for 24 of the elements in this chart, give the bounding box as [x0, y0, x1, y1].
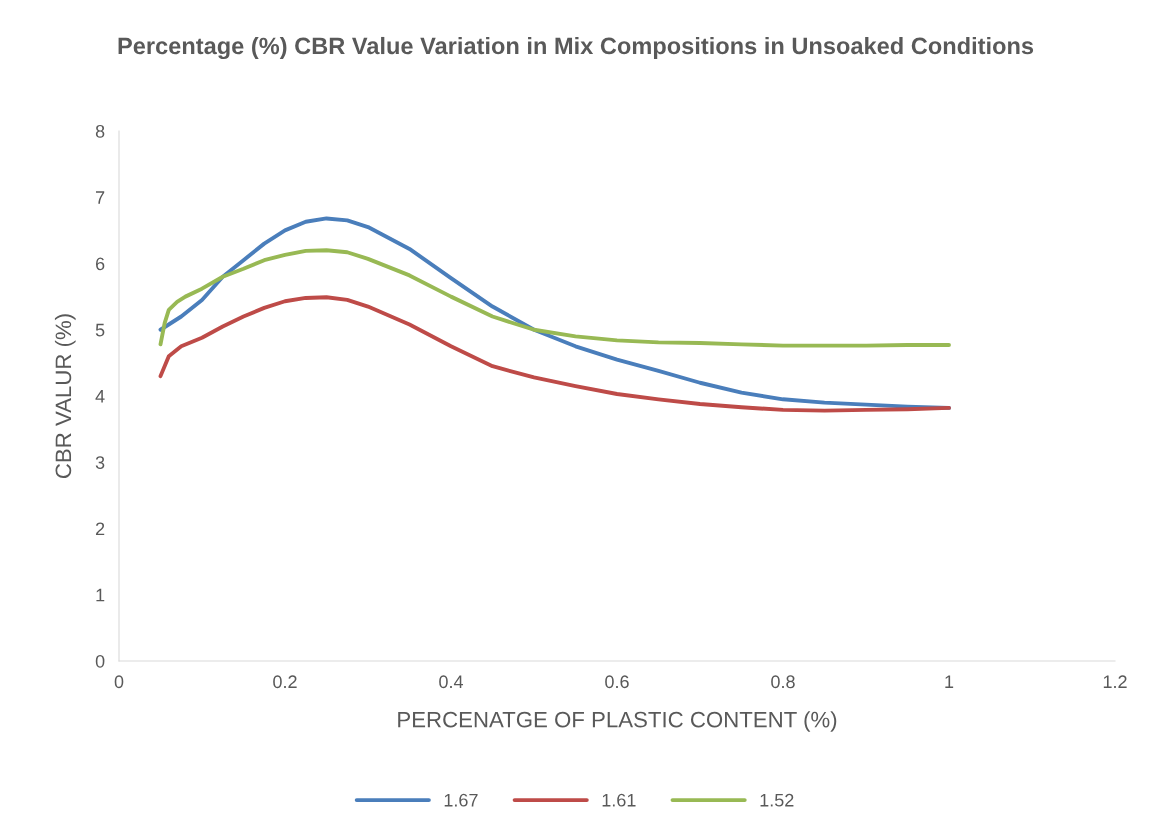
y-tick-label: 5	[95, 323, 105, 337]
y-axis-title: CBR VALUR (%)	[54, 314, 76, 479]
y-tick-label: 3	[95, 456, 105, 469]
x-axis-title: PERCENATGE OF PLASTIC CONTENT (%)	[398, 711, 837, 732]
x-tick-label: 0.6	[605, 675, 629, 689]
y-tick-label: 7	[96, 191, 105, 204]
x-tick-label: 0.8	[771, 675, 795, 689]
line-series	[158, 295, 951, 413]
legend-label: 1.52	[760, 793, 794, 807]
y-tick-label: 6	[95, 257, 105, 271]
legend-label: 1.67	[444, 793, 478, 807]
y-tick-label: 1	[96, 588, 105, 602]
y-tick-label: 0	[95, 654, 105, 668]
x-tick-label: 1.2	[1103, 675, 1127, 688]
y-tick-label: 4	[95, 390, 105, 403]
y-tick-label: 8	[95, 124, 105, 138]
x-tick-label: 0.2	[273, 675, 297, 689]
x-tick-label: 0.4	[439, 675, 464, 689]
x-tick-label: 1	[945, 675, 954, 688]
line-series	[158, 248, 951, 348]
y-tick-label: 2	[95, 522, 105, 536]
legend-label: 1.61	[602, 793, 636, 807]
chart-title: Percentage (%) CBR Value Variation in Mix Compositions in Unsoaked Conditions	[118, 36, 1034, 60]
x-tick-label: 0	[114, 675, 124, 689]
